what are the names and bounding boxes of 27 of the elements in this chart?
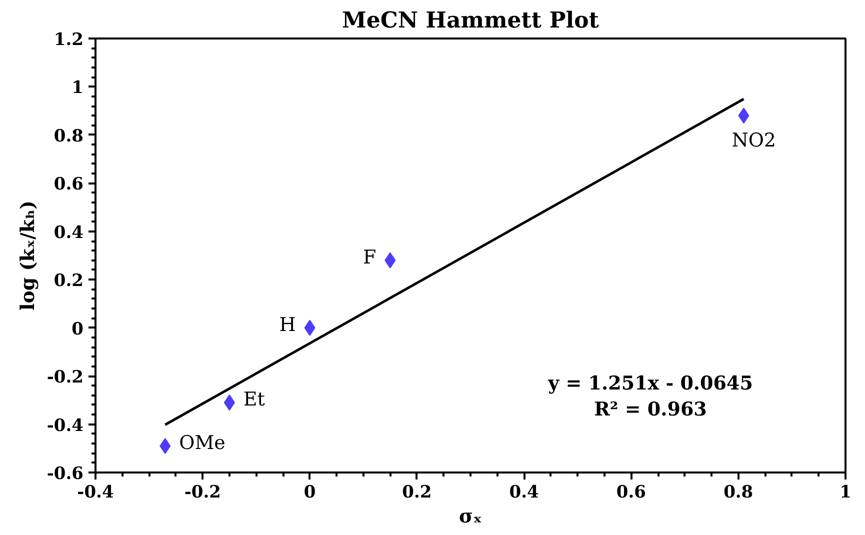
y-tick-label: 0.8 [54, 126, 84, 146]
y-tick-label: 0.2 [54, 271, 84, 292]
x-tick-label: 0.4 [509, 482, 540, 502]
annotation: y = 1.251x - 0.0645 [547, 372, 753, 394]
annotation: OMe [179, 432, 226, 454]
y-tick-label: 0 [72, 319, 84, 340]
annotation: NO2 [732, 130, 776, 152]
x-tick-label: 0.8 [724, 482, 754, 502]
y-axis-title: log (kₓ/kₕ) [16, 200, 39, 310]
x-tick-label: 1 [840, 482, 852, 502]
y-tick-label: -0.2 [46, 368, 84, 388]
y-tick-label: -0.4 [46, 416, 84, 436]
chart-title: MeCN Hammett Plot [342, 8, 600, 34]
y-tick-label: 0.6 [54, 174, 84, 195]
y-tick-label: 1 [72, 78, 84, 98]
x-tick-label: 0.2 [402, 482, 432, 502]
y-tick-label: -0.6 [46, 464, 84, 484]
y-tick-label: 1.2 [54, 30, 84, 50]
x-tick-label: 0.6 [616, 482, 646, 502]
x-tick-label: -0.2 [184, 482, 221, 502]
x-axis-title: σₓ [458, 506, 482, 528]
annotation: Et [243, 388, 266, 411]
annotation: H [279, 314, 296, 336]
y-tick-label: 0.4 [54, 222, 84, 243]
annotation: R² = 0.963 [594, 398, 707, 420]
annotation: F [362, 246, 376, 268]
x-tick-label: 0 [304, 482, 316, 502]
